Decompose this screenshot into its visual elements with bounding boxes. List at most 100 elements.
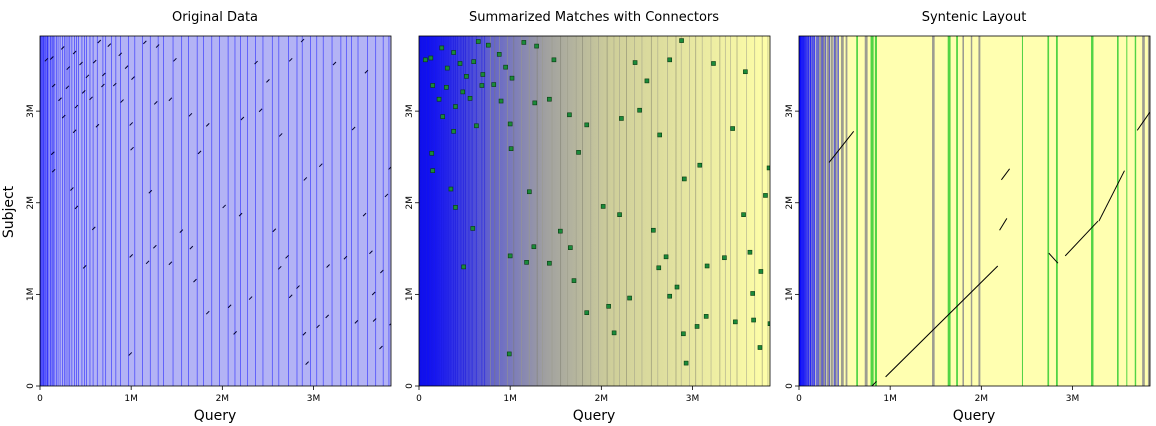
contig-band xyxy=(1126,36,1128,386)
match-point xyxy=(637,107,642,113)
match-point xyxy=(606,303,611,309)
match-point xyxy=(258,108,263,113)
match-point xyxy=(451,128,456,134)
match-point xyxy=(197,150,202,155)
match-point xyxy=(303,177,308,181)
match-point xyxy=(444,85,449,90)
contig-band xyxy=(809,36,811,386)
match-point xyxy=(168,261,173,266)
match-point xyxy=(763,193,768,198)
match-point xyxy=(222,204,227,209)
match-point xyxy=(524,260,529,265)
contig-band xyxy=(806,36,808,386)
contig-band xyxy=(1117,36,1119,386)
match-point xyxy=(674,284,680,290)
match-point xyxy=(471,59,477,64)
contig-band xyxy=(821,36,825,386)
match-point xyxy=(703,314,709,319)
data-marks xyxy=(423,38,770,366)
syntenic-segment xyxy=(871,381,877,386)
contig-bands xyxy=(799,36,1150,386)
match-point xyxy=(44,57,49,62)
match-point xyxy=(384,193,389,198)
match-point xyxy=(142,40,147,45)
syntenic-segment xyxy=(1098,170,1125,222)
syntenic-segment xyxy=(828,130,855,163)
match-point xyxy=(644,78,650,84)
match-point xyxy=(667,293,673,299)
match-point xyxy=(153,101,158,105)
contig-band xyxy=(828,36,831,386)
x-tick-label: 2M xyxy=(975,394,989,404)
x-tick-label: 3M xyxy=(307,394,321,404)
match-point xyxy=(576,150,581,155)
contig-band xyxy=(807,36,809,386)
match-point xyxy=(474,123,479,129)
match-point xyxy=(428,55,434,61)
match-point xyxy=(632,60,638,65)
contig-band xyxy=(811,36,813,386)
match-point xyxy=(750,291,755,296)
contig-band xyxy=(962,36,964,386)
match-point xyxy=(651,227,656,233)
contig-band xyxy=(813,36,815,386)
match-point xyxy=(89,96,93,101)
contig-band xyxy=(874,36,877,386)
contig-band xyxy=(956,36,958,386)
match-point xyxy=(663,254,669,260)
match-point xyxy=(496,52,502,57)
contig-band xyxy=(1055,36,1058,386)
match-point xyxy=(751,317,756,323)
match-point xyxy=(534,43,539,49)
match-point xyxy=(272,228,277,233)
contig-band xyxy=(947,36,951,386)
contig-band xyxy=(803,36,805,386)
y-tick-label: 0 xyxy=(405,383,415,389)
match-point xyxy=(120,99,124,103)
y-tick-label: 3M xyxy=(785,104,795,118)
plot-frame xyxy=(418,35,771,387)
match-point xyxy=(305,361,309,365)
match-point xyxy=(521,40,527,45)
match-point xyxy=(129,122,134,126)
match-point xyxy=(266,79,270,83)
syntenic-segment xyxy=(885,265,999,378)
match-point xyxy=(430,168,435,173)
syntenic-segment xyxy=(1048,252,1059,264)
match-point xyxy=(527,189,532,195)
match-point xyxy=(318,163,323,168)
match-point xyxy=(248,296,253,300)
match-point xyxy=(388,166,391,170)
contig-band xyxy=(1047,36,1050,386)
syntenic-segment xyxy=(999,218,1008,231)
match-point xyxy=(128,352,133,356)
plot-background xyxy=(799,36,1150,386)
match-point xyxy=(679,38,684,43)
contig-band xyxy=(856,36,858,386)
y-tick-label: 2M xyxy=(785,196,795,210)
x-tick-label: 2M xyxy=(595,394,609,404)
match-point xyxy=(380,269,384,274)
match-point xyxy=(145,260,150,265)
match-point xyxy=(179,229,184,234)
y-tick-label: 0 xyxy=(26,383,36,389)
match-point xyxy=(50,151,55,156)
axis-ticks: 0 1M 2M 3M 0 1M 2M 3M xyxy=(405,104,699,404)
match-point xyxy=(430,83,435,88)
contig-band xyxy=(845,36,848,386)
match-point xyxy=(92,59,97,64)
contig-band xyxy=(799,36,801,386)
match-point xyxy=(285,254,289,259)
contig-band xyxy=(827,36,830,386)
match-point xyxy=(423,57,428,63)
chart-title: Summarized Matches with Connectors xyxy=(469,10,719,25)
match-point xyxy=(130,146,134,151)
match-point xyxy=(148,189,153,194)
match-point xyxy=(371,291,376,296)
chart-title: Syntenic Layout xyxy=(922,10,1027,25)
match-point xyxy=(571,278,577,283)
match-point xyxy=(457,61,463,66)
data-marks xyxy=(44,38,391,365)
match-point xyxy=(733,319,738,325)
